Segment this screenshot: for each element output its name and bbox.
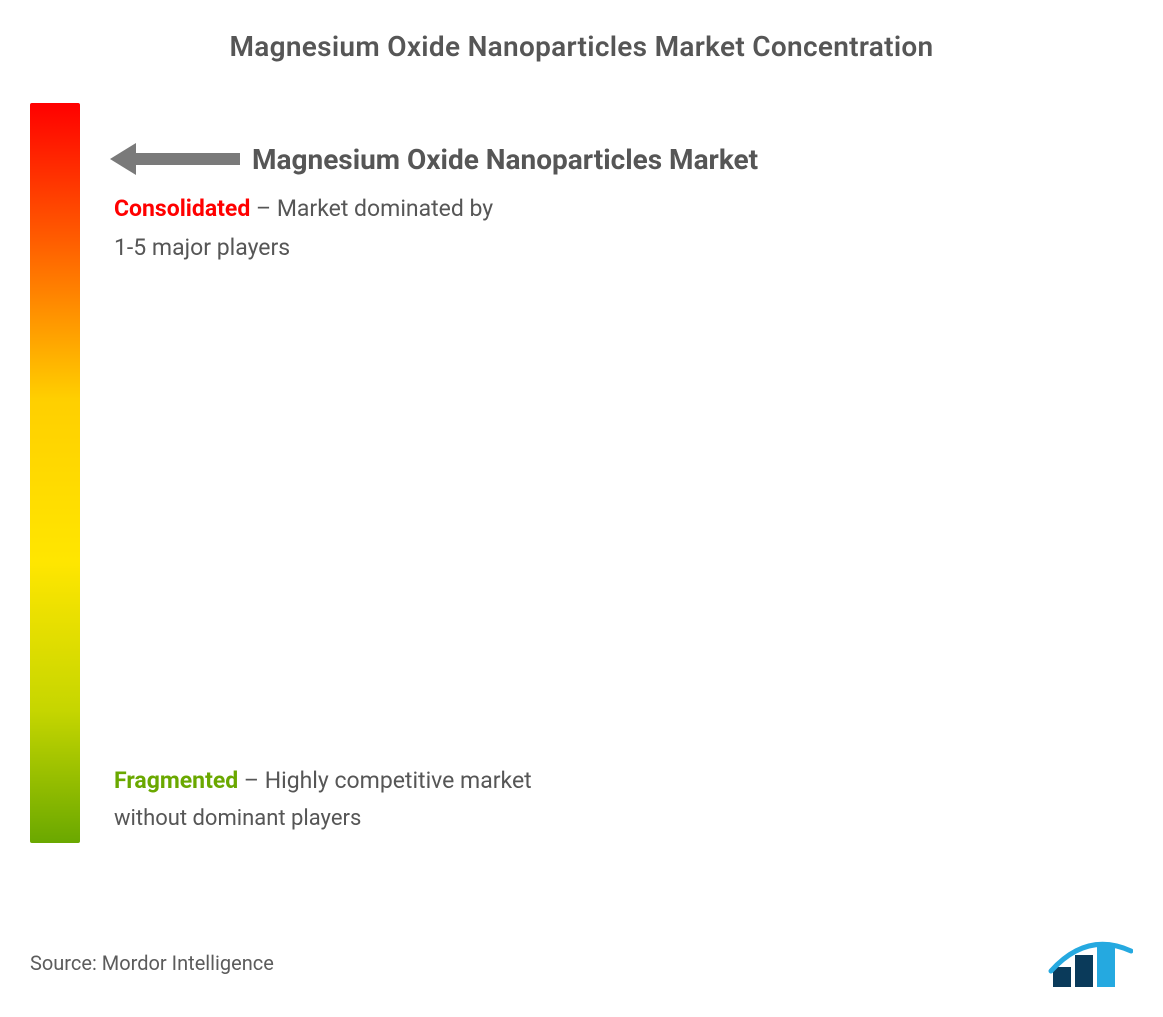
- mordor-logo-icon: [1047, 937, 1133, 989]
- gradient-bar-wrapper: [30, 103, 80, 847]
- concentration-gradient-bar: [30, 103, 80, 843]
- main-area: Magnesium Oxide Nanoparticles Market Con…: [30, 103, 1133, 847]
- consolidated-label: Consolidated: [114, 195, 250, 222]
- consolidated-desc: – Market dominated by: [250, 195, 493, 222]
- left-arrow-icon: [110, 141, 240, 177]
- content-column: Magnesium Oxide Nanoparticles Market Con…: [80, 103, 1133, 843]
- footer: Source: Mordor Intelligence: [30, 937, 1133, 989]
- market-name-label: Magnesium Oxide Nanoparticles Market: [252, 143, 758, 176]
- source-attribution: Source: Mordor Intelligence: [30, 951, 274, 975]
- fragmented-sub: without dominant players: [114, 806, 532, 831]
- fragmented-line: Fragmented – Highly competitive market: [114, 767, 532, 794]
- chart-title: Magnesium Oxide Nanoparticles Market Con…: [30, 30, 1133, 63]
- fragmented-block: Fragmented – Highly competitive market w…: [114, 767, 532, 831]
- mordor-logo: [1047, 937, 1133, 989]
- fragmented-desc: – Highly competitive market: [238, 767, 531, 794]
- market-pointer-row: Magnesium Oxide Nanoparticles Market: [110, 141, 1133, 177]
- consolidated-players: 1-5 major players: [114, 234, 1133, 261]
- consolidated-line: Consolidated – Market dominated by: [114, 195, 1133, 222]
- fragmented-label: Fragmented: [114, 767, 238, 794]
